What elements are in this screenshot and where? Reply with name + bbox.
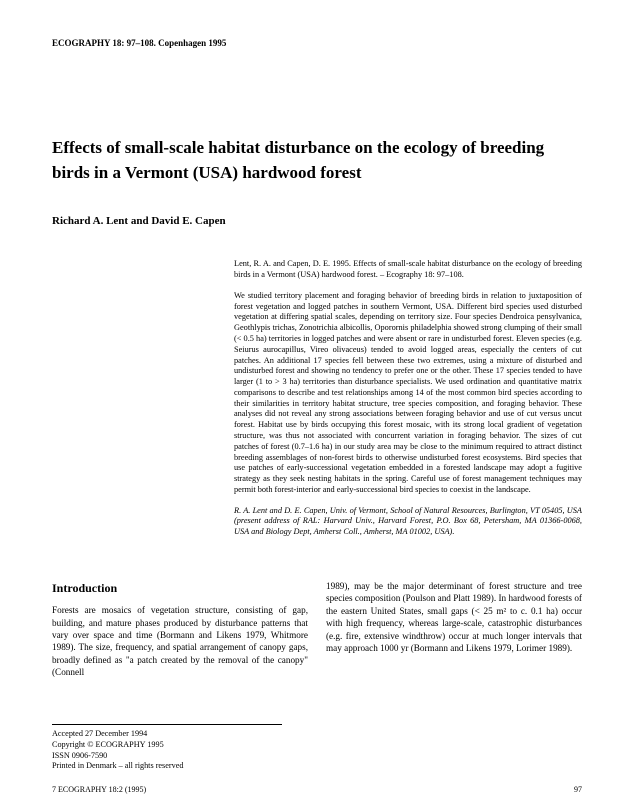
page-number: 97 <box>574 785 582 794</box>
column-right-text: 1989), may be the major determinant of f… <box>326 580 582 655</box>
footer-issn: ISSN 0906-7590 <box>52 751 282 762</box>
footer-printed: Printed in Denmark – all rights reserved <box>52 761 282 772</box>
body-columns: Introduction Forests are mosaics of vege… <box>52 580 582 679</box>
column-right: 1989), may be the major determinant of f… <box>326 580 582 679</box>
journal-header: ECOGRAPHY 18: 97–108. Copenhagen 1995 <box>52 38 582 48</box>
footer-journal-ref: 7 ECOGRAPHY 18:2 (1995) <box>52 785 146 794</box>
section-heading-introduction: Introduction <box>52 580 308 596</box>
footer-block: Accepted 27 December 1994 Copyright © EC… <box>52 724 282 772</box>
footer-copyright: Copyright © ECOGRAPHY 1995 <box>52 740 282 751</box>
paper-title: Effects of small-scale habitat disturban… <box>52 136 582 185</box>
footer-accepted: Accepted 27 December 1994 <box>52 729 282 740</box>
column-left-text: Forests are mosaics of vegetation struct… <box>52 604 308 679</box>
column-left: Introduction Forests are mosaics of vege… <box>52 580 308 679</box>
abstract-body: We studied territory placement and forag… <box>234 291 582 496</box>
abstract-block: Lent, R. A. and Capen, D. E. 1995. Effec… <box>234 259 582 538</box>
page-footer-line: 7 ECOGRAPHY 18:2 (1995) 97 <box>52 785 582 794</box>
abstract-citation: Lent, R. A. and Capen, D. E. 1995. Effec… <box>234 259 582 281</box>
authors: Richard A. Lent and David E. Capen <box>52 215 582 227</box>
abstract-affiliation: R. A. Lent and D. E. Capen, Univ. of Ver… <box>234 506 582 538</box>
